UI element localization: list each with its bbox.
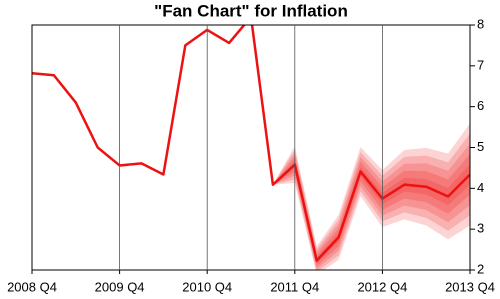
fan-band <box>272 123 470 270</box>
y-tick-label: 7 <box>477 57 484 72</box>
data-line <box>32 25 470 262</box>
lines <box>32 25 470 262</box>
fan-band <box>272 143 470 270</box>
y-tick-label: 5 <box>477 139 484 154</box>
x-tick-label: 2011 Q4 <box>270 279 319 294</box>
fan-band <box>272 133 470 270</box>
y-tick-label: 2 <box>477 261 484 276</box>
x-tick-label: 2010 Q4 <box>182 279 232 294</box>
x-tick-label: 2013 Q4 <box>445 279 495 294</box>
fan-band <box>272 154 470 267</box>
chart-title: "Fan Chart" for Inflation <box>154 1 348 20</box>
y-tick-label: 3 <box>477 221 484 236</box>
y-tick-label: 4 <box>477 180 484 195</box>
x-tick-label: 2012 Q4 <box>357 279 407 294</box>
x-tick-label: 2009 Q4 <box>95 279 145 294</box>
y-tick-label: 8 <box>477 16 484 31</box>
x-tick-label: 2008 Q4 <box>7 279 57 294</box>
y-tick-label: 6 <box>477 98 484 113</box>
